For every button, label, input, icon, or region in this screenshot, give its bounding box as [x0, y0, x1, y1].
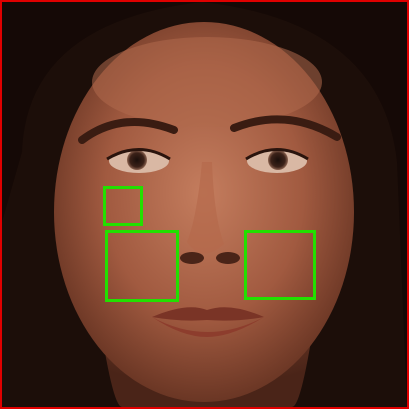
roi-box-1 — [103, 186, 143, 226]
roi-box-3 — [244, 230, 316, 300]
roi-box-2 — [105, 230, 179, 302]
